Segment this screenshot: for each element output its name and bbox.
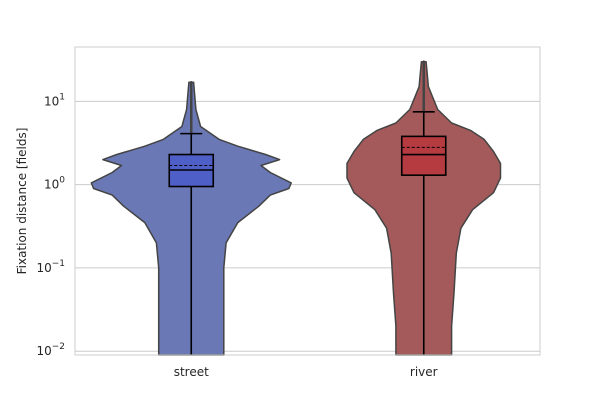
box-plots: [168, 110, 447, 355]
y-tick-labels: 10−2 10−1 100 101: [36, 92, 65, 358]
x-tick-label-street: street: [174, 365, 209, 379]
y-tick-label: 100: [44, 176, 65, 192]
y-tick-label: 101: [44, 92, 65, 108]
y-tick-label: 10−2: [36, 342, 65, 358]
box-river: [400, 135, 447, 176]
y-axis-label: Fixation distance [fields]: [15, 128, 29, 275]
x-tick-labels: street river: [174, 365, 438, 379]
plot-frame: [74, 46, 541, 356]
x-tick-label-river: river: [410, 365, 438, 379]
y-tick-label: 10−1: [36, 259, 65, 275]
